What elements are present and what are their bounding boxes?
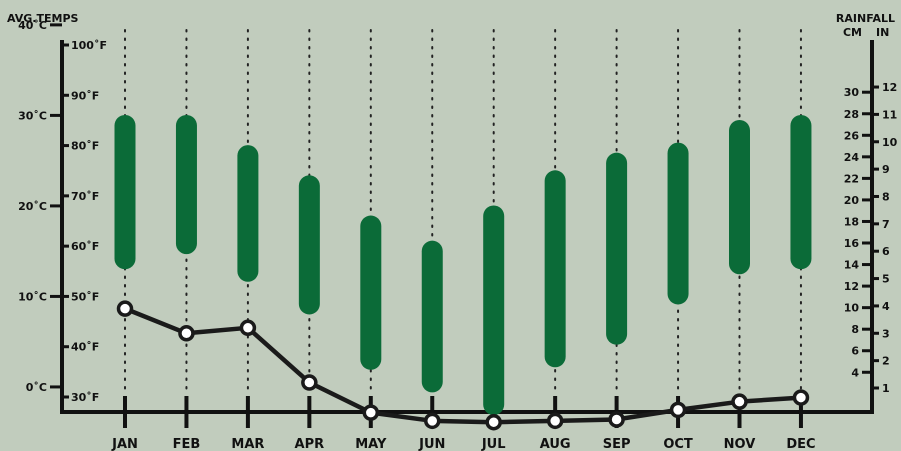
month-label-aug: AUG: [540, 437, 571, 451]
fahrenheit-tick-label: 70˚F: [71, 190, 99, 203]
month-label-sep: SEP: [603, 437, 631, 451]
inch-tick-label: 9: [882, 163, 890, 176]
month-label-mar: MAR: [231, 437, 264, 451]
rainfall-point-dec: [792, 389, 810, 406]
month-label-nov: NOV: [724, 437, 756, 451]
fahrenheit-tick-label: 100˚F: [71, 39, 107, 52]
cm-tick-label: 6: [851, 345, 859, 358]
rainfall-point-sep: [608, 411, 625, 428]
cm-tick-label: 28: [844, 108, 859, 121]
month-label-jul: JUL: [481, 437, 506, 451]
rainfall-point-aug: [546, 412, 564, 430]
cm-tick-label: 22: [844, 172, 859, 185]
right-axis-unit-cm: CM: [843, 26, 862, 39]
right-axis-title: RAINFALL: [836, 12, 895, 25]
celsius-tick-label: 10˚C: [18, 290, 47, 303]
inch-tick-label: 1: [882, 382, 890, 395]
inch-tick-label: 3: [882, 327, 890, 340]
month-label-jan: JAN: [111, 437, 138, 451]
fahrenheit-tick-label: 40˚F: [71, 341, 99, 354]
cm-tick-label: 18: [844, 215, 859, 228]
axes: 40˚C 30˚C 20˚C 10˚C 0˚C 100˚F 90˚F 80˚F 70˚F 60˚F…: [18, 19, 898, 451]
inch-tick-label: 4: [882, 300, 890, 313]
inch-tick-label: 8: [882, 190, 890, 203]
month-label-jun: JUN: [418, 437, 445, 451]
celsius-tick-label: 40˚C: [18, 19, 47, 32]
celsius-tick-label: 30˚C: [18, 109, 47, 122]
cm-tick-label: 26: [844, 129, 860, 142]
celsius-tick-label: 20˚C: [18, 200, 47, 213]
celsius-tick-label: 0˚C: [26, 381, 47, 394]
inch-tick-label: 10: [882, 136, 898, 149]
month-guide-lines: [124, 29, 802, 396]
fahrenheit-tick-label: 30˚F: [71, 391, 99, 404]
month-label-oct: OCT: [663, 437, 693, 451]
right-axis-unit-in: IN: [876, 26, 889, 39]
cm-tick-label: 24: [844, 151, 860, 164]
cm-tick-label: 8: [851, 323, 859, 336]
cm-tick-label: 16: [844, 237, 860, 250]
rainfall-line: [124, 306, 802, 425]
rainfall-point-jun: [424, 412, 441, 430]
rainfall-point-oct: [669, 401, 687, 419]
rainfall-point-jul: [485, 413, 502, 431]
cm-tick-label: 4: [851, 366, 859, 379]
rainfall-point-nov: [731, 393, 748, 410]
cm-tick-label: 10: [844, 302, 860, 315]
left-axis-title: AVG.TEMPS: [7, 12, 79, 25]
cm-tick-label: 20: [844, 194, 860, 207]
axis-labels: AVG.TEMPS RAINFALL CM IN: [7, 12, 895, 39]
rainfall-point-apr: [301, 374, 318, 391]
rainfall-line-series: [116, 300, 810, 431]
inch-tick-label: 11: [882, 108, 897, 121]
fahrenheit-tick-label: 60˚F: [71, 240, 99, 253]
month-label-apr: APR: [295, 437, 325, 451]
rainfall-point-feb: [178, 325, 195, 342]
inch-tick-label: 5: [882, 273, 890, 286]
month-label-feb: FEB: [173, 437, 201, 451]
rainfall-point-jan: [116, 300, 134, 317]
fahrenheit-tick-label: 50˚F: [71, 290, 99, 303]
fahrenheit-tick-label: 90˚F: [71, 89, 99, 102]
inch-tick-label: 2: [882, 355, 890, 368]
cm-tick-label: 30: [844, 86, 860, 99]
inch-tick-label: 12: [882, 81, 897, 94]
rainfall-point-mar: [239, 319, 257, 337]
month-label-may: MAY: [355, 437, 387, 451]
cm-tick-label: 14: [844, 259, 860, 272]
inch-tick-label: 6: [882, 245, 890, 258]
rainfall-point-may: [362, 404, 380, 421]
month-label-dec: DEC: [786, 437, 815, 451]
fahrenheit-tick-label: 80˚F: [71, 140, 99, 153]
inch-tick-label: 7: [882, 218, 890, 231]
cm-tick-label: 12: [844, 280, 859, 293]
temperature-range-bars: [114, 114, 812, 416]
